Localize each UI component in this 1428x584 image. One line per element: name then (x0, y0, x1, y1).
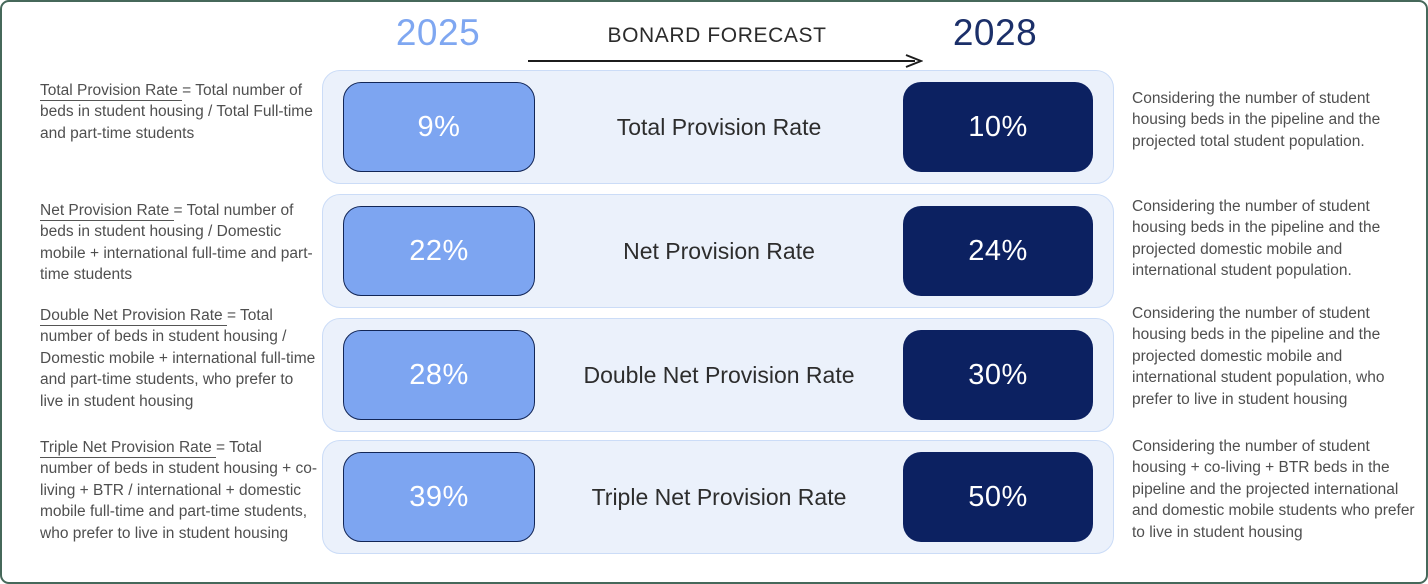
row-label-total: Total Provision Rate (616, 113, 822, 140)
value-2025-total: 9% (343, 82, 535, 172)
row-net-provision-rate: 22% Net Provision Rate 24% (322, 194, 1114, 308)
forecast-arrow-icon (527, 53, 924, 69)
value-2025-net: 22% (343, 206, 535, 296)
row-label-double-net: Double Net Provision Rate (583, 361, 855, 388)
definition-term: Double Net Provision Rate (40, 307, 227, 326)
row-label-triple-net: Triple Net Provision Rate (591, 483, 847, 510)
definition-double-net-provision-rate: Double Net Provision Rate = Total number… (40, 305, 318, 412)
row-triple-net-provision-rate: 39% Triple Net Provision Rate 50% (322, 440, 1114, 554)
definition-text: = Total number of beds in student housin… (40, 307, 316, 410)
value-2028-net: 24% (903, 206, 1093, 296)
note-total-provision-rate: Considering the number of student housin… (1132, 90, 1381, 150)
definition-text: = Total number of beds in student housin… (40, 439, 318, 542)
value-2025-double-net: 28% (343, 330, 535, 420)
year-2028-heading: 2028 (952, 12, 1038, 53)
row-label-net: Net Provision Rate (623, 237, 815, 264)
definition-triple-net-provision-rate: Triple Net Provision Rate = Total number… (40, 437, 318, 544)
note-double-net-provision-rate: Considering the number of student housin… (1132, 305, 1385, 408)
note-net-provision-rate: Considering the number of student housin… (1132, 198, 1381, 280)
year-2025-heading: 2025 (395, 12, 481, 53)
definition-term: Net Provision Rate (40, 202, 174, 221)
definition-term: Triple Net Provision Rate (40, 439, 217, 458)
row-double-net-provision-rate: 28% Double Net Provision Rate 30% (322, 318, 1114, 432)
value-2028-triple-net: 50% (903, 452, 1093, 542)
row-total-provision-rate: 9% Total Provision Rate 10% (322, 70, 1114, 184)
value-2028-total: 10% (903, 82, 1093, 172)
value-2028-double-net: 30% (903, 330, 1093, 420)
value-2025-triple-net: 39% (343, 452, 535, 542)
definition-text: = Total number of beds in student housin… (40, 202, 313, 284)
definition-net-provision-rate: Net Provision Rate = Total number of bed… (40, 200, 318, 286)
definition-total-provision-rate: Total Provision Rate = Total number of b… (40, 80, 318, 144)
forecast-title: BONARD FORECAST (607, 24, 827, 47)
definition-term: Total Provision Rate (40, 82, 183, 101)
definition-text: = Total number of beds in student housin… (40, 82, 313, 142)
note-triple-net-provision-rate: Considering the number of student housin… (1132, 438, 1415, 541)
